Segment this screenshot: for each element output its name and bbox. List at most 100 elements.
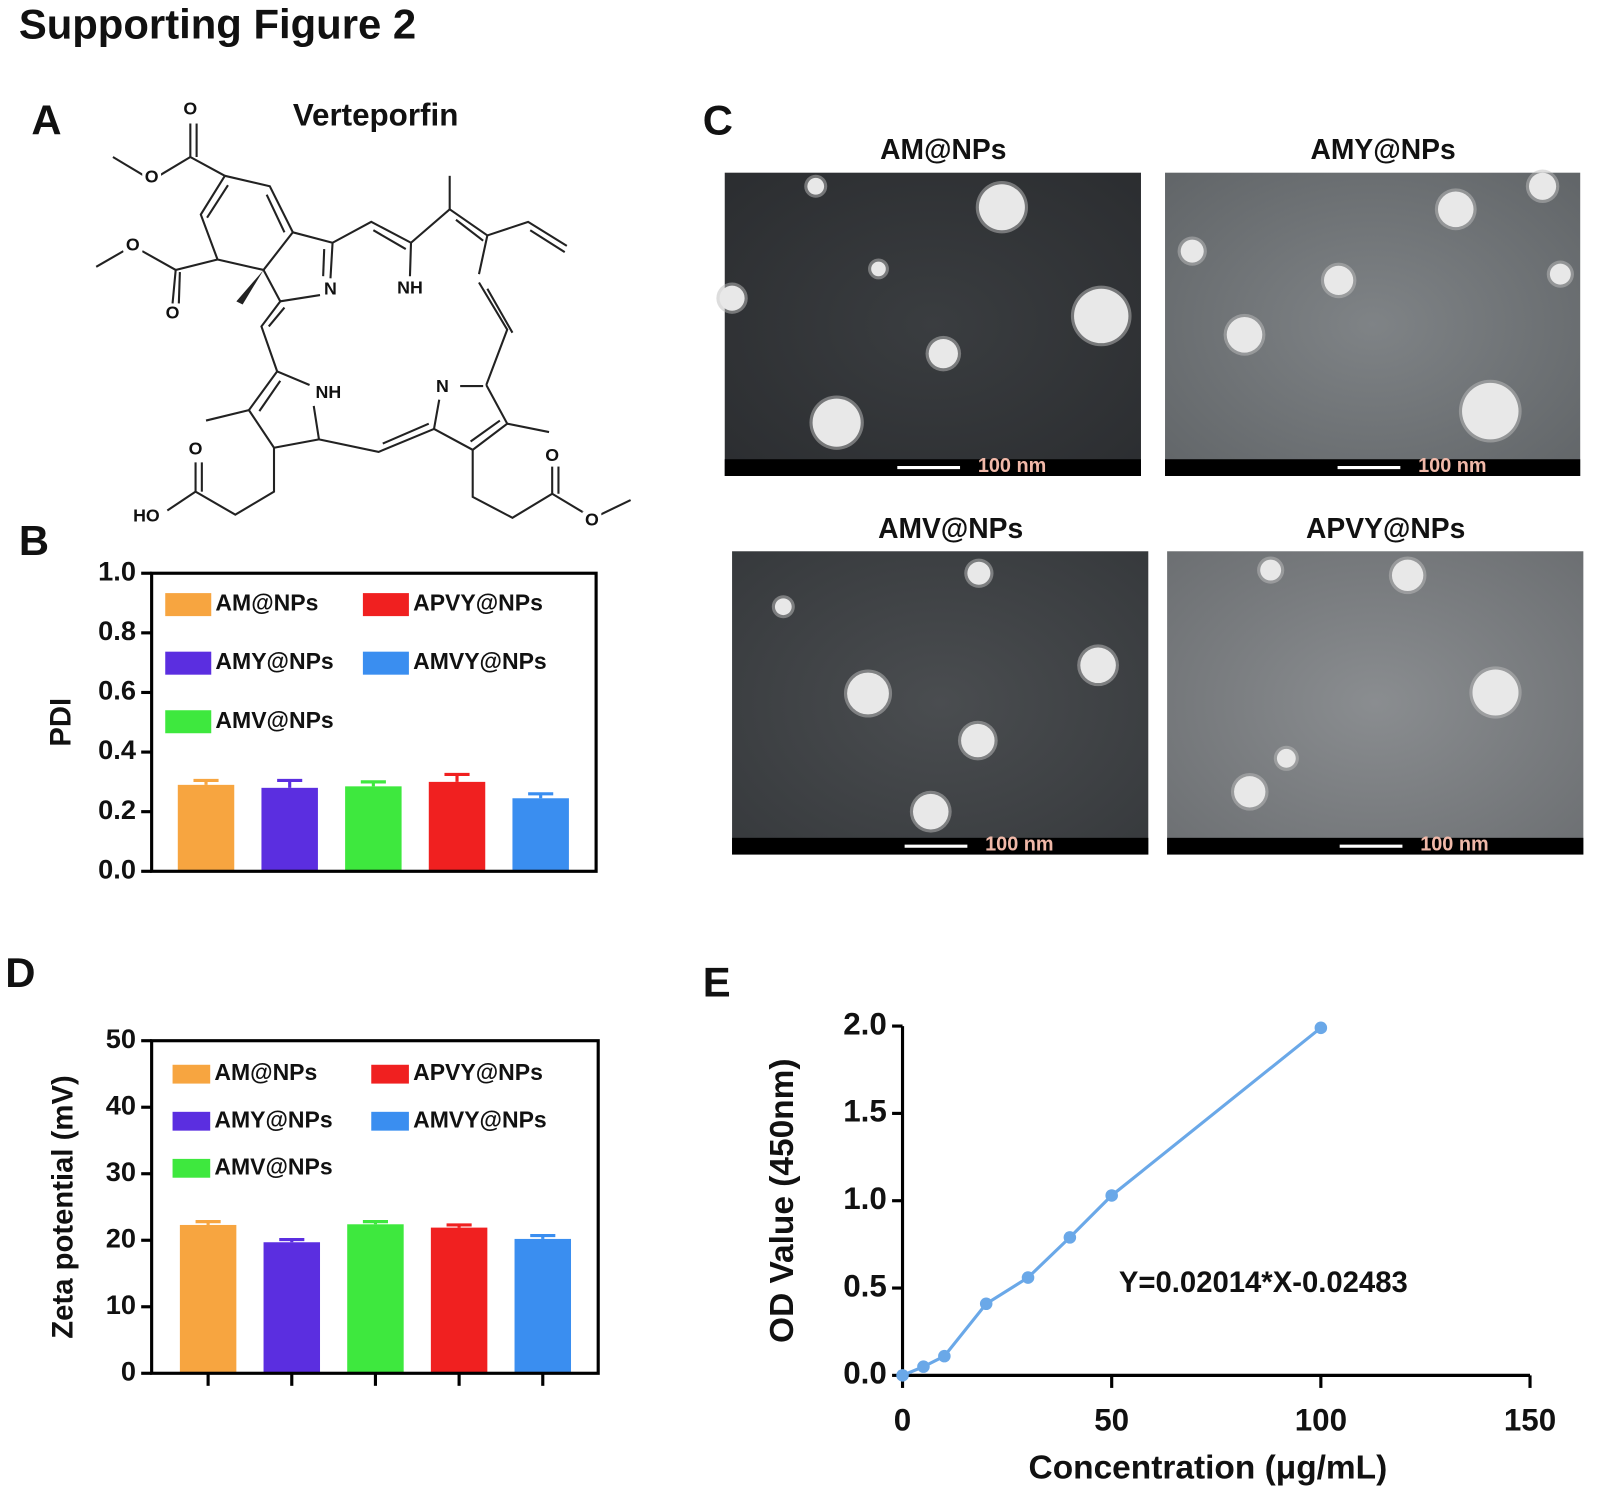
legend-label: AMV@NPs	[215, 707, 333, 733]
atom-label: HO	[133, 505, 160, 525]
tem-image: 100 nm APVY@NPs	[1167, 512, 1584, 855]
y-tick-label: 0.6	[98, 675, 136, 706]
data-point	[1314, 1021, 1328, 1035]
bar	[514, 1238, 572, 1374]
atom-label: N	[436, 376, 449, 396]
y-tick-label: 2.0	[843, 1006, 887, 1041]
particle	[1226, 317, 1263, 353]
atom-label: O	[126, 235, 140, 255]
y-axis-title: Zeta potential (mV)	[47, 1075, 80, 1338]
y-tick-label: 0.0	[98, 853, 136, 884]
particle	[847, 672, 889, 715]
tem-image: 100 nm AMY@NPs	[1165, 133, 1581, 477]
y-tick-label: 0.5	[843, 1268, 887, 1303]
legend-swatch	[371, 1111, 409, 1131]
particle	[719, 285, 745, 311]
data-point	[979, 1297, 993, 1311]
atom-bg	[142, 168, 162, 188]
x-tick-label: 150	[1504, 1403, 1556, 1438]
y-tick-label: 1.0	[98, 555, 136, 586]
legend-label: APVY@NPs	[413, 590, 543, 616]
y-tick-label: 30	[106, 1156, 136, 1187]
atom-bg	[137, 507, 156, 527]
bar	[177, 784, 235, 872]
legend-label: AM@NPs	[214, 1059, 317, 1085]
legend-label: AMY@NPs	[214, 1106, 332, 1132]
atom-label: NH	[316, 382, 342, 402]
x-axis-title: Concentration (μg/mL)	[1029, 1449, 1388, 1486]
panel-label: C	[703, 97, 733, 144]
legend-swatch	[362, 651, 409, 675]
atom-bg	[542, 446, 562, 466]
x-tick-label: 100	[1295, 1403, 1347, 1438]
micrograph	[1167, 551, 1584, 855]
legend-swatch	[172, 1064, 211, 1084]
atom-label: O	[585, 510, 599, 530]
data-point	[938, 1349, 951, 1363]
structure-bonds	[95, 123, 632, 520]
legend-label: AMV@NPs	[214, 1153, 332, 1179]
bar	[179, 1224, 237, 1374]
atom-bg	[186, 440, 205, 460]
panel-label: D	[5, 949, 35, 996]
x-tick-label: 0	[894, 1403, 911, 1438]
particle	[1234, 776, 1266, 808]
legend-swatch	[362, 593, 409, 617]
y-tick-label: 0.8	[98, 615, 136, 646]
atom-label: NH	[397, 277, 423, 297]
legend-label: AM@NPs	[215, 590, 318, 616]
particle	[961, 723, 995, 758]
y-tick-label: 0.0	[843, 1356, 887, 1391]
y-tick-label: 0.2	[98, 794, 136, 825]
legend-swatch	[165, 710, 212, 734]
legend-label: AMVY@NPs	[413, 648, 547, 674]
atom-bg	[163, 304, 182, 324]
bar	[261, 787, 318, 872]
particle	[1080, 647, 1116, 684]
bar	[428, 781, 486, 872]
particle	[812, 398, 861, 447]
particle	[1180, 239, 1204, 263]
particle	[1549, 263, 1571, 285]
image-title: APVY@NPs	[1306, 512, 1465, 544]
scale-label: 100 nm	[1418, 455, 1486, 477]
atom-bg	[582, 511, 602, 531]
y-axis-title: OD Value (450nm)	[764, 1058, 801, 1342]
bar	[512, 798, 569, 872]
bar	[345, 786, 402, 872]
tem-image: 100 nm AM@NPs	[716, 133, 1141, 477]
x-tick-label: 50	[1094, 1403, 1129, 1438]
legend-swatch	[371, 1064, 409, 1084]
particle	[1462, 382, 1519, 440]
particle	[807, 177, 825, 195]
atom-label: O	[189, 439, 203, 459]
y-tick-label: 20	[106, 1222, 136, 1253]
plot-frame	[150, 571, 598, 873]
figure-title: Supporting Figure 2	[19, 0, 416, 47]
y-axis-title: PDI	[44, 698, 77, 747]
particle	[978, 184, 1025, 231]
bar	[347, 1224, 404, 1374]
annotation: Y=0.02014*X-0.02483	[1119, 1266, 1408, 1299]
particle	[1391, 559, 1424, 592]
panel-label: A	[31, 97, 61, 144]
panel-label: E	[703, 958, 731, 1005]
atom-bg	[123, 236, 143, 256]
bar	[263, 1242, 321, 1374]
particle	[871, 261, 886, 277]
particle	[774, 598, 792, 616]
data-point	[1021, 1271, 1035, 1284]
scale-label: 100 nm	[978, 455, 1046, 477]
legend-label: AMY@NPs	[215, 648, 333, 674]
scale-label: 100 nm	[1420, 833, 1488, 855]
scale-label: 100 nm	[985, 833, 1053, 855]
particle	[1260, 559, 1282, 581]
image-title: AM@NPs	[880, 133, 1006, 165]
data-point	[896, 1369, 909, 1382]
y-tick-label: 40	[106, 1089, 136, 1120]
y-tick-label: 10	[106, 1289, 136, 1320]
legend-swatch	[165, 593, 212, 617]
atom-label: O	[545, 445, 559, 465]
panel-label: B	[19, 517, 49, 564]
